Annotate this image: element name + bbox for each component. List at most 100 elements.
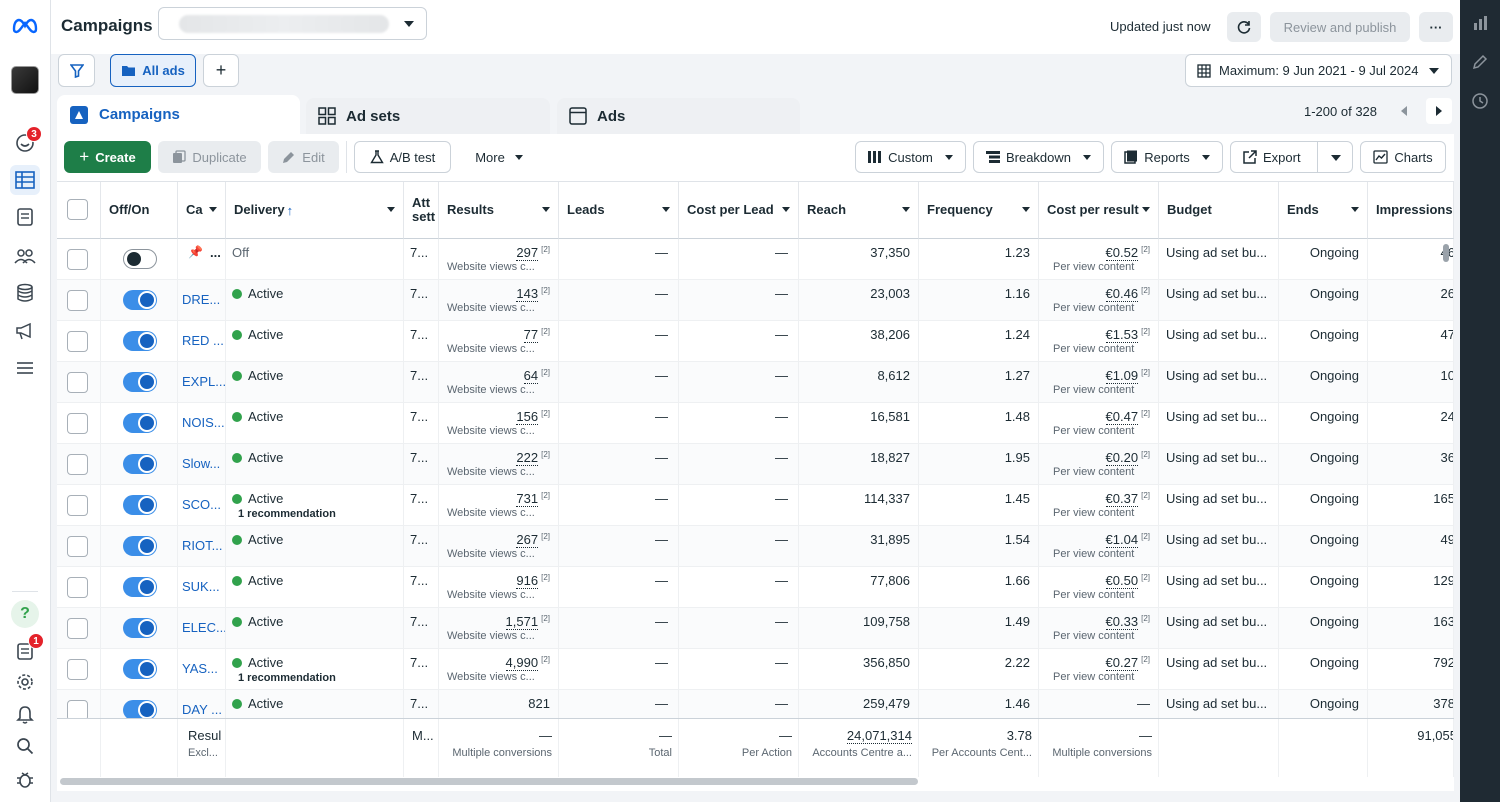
cost-per-result-number[interactable]: €0.33 [1105,614,1139,631]
row-checkbox[interactable] [67,372,88,393]
ab-test-button[interactable]: A/B test [354,141,451,173]
create-button[interactable]: + Create [64,141,151,173]
campaign-toggle[interactable] [123,659,157,679]
table-row[interactable]: DRE... Active 7... 143 [2] Website views c...… [57,280,1454,321]
settings-gear-icon[interactable] [10,667,40,697]
campaign-toggle[interactable] [123,331,157,351]
history-clock-icon[interactable] [1471,92,1489,110]
campaign-name-link[interactable]: RED ... [182,333,224,348]
reports-button[interactable]: Reports [1111,141,1223,173]
cost-per-result-number[interactable]: €0.46 [1105,286,1139,303]
results-number[interactable]: 4,990 [505,655,539,672]
results-number[interactable]: 731 [516,491,539,508]
table-row[interactable]: RED ... Active 7... 77 [2] Website views c...… [57,321,1454,362]
bell-icon[interactable] [10,699,40,729]
results-number[interactable]: 77 [523,327,539,344]
meta-logo-icon[interactable] [10,11,40,41]
ads-manager-megaphone-icon[interactable] [10,316,40,346]
column-header-attribution-setting[interactable]: Att sett [404,182,439,239]
refresh-button[interactable] [1227,12,1261,42]
cost-per-result-number[interactable]: €0.47 [1105,409,1139,426]
campaign-name-link[interactable]: ELEC... [182,620,226,635]
campaign-name-link[interactable]: YAS... [182,661,218,676]
campaign-toggle[interactable] [123,372,157,392]
campaign-toggle[interactable] [123,536,157,556]
vertical-scrollbar[interactable] [1443,244,1449,262]
add-view-button[interactable]: + [203,54,239,87]
campaign-name-link[interactable]: Slow... [182,456,221,471]
row-checkbox[interactable] [67,659,88,680]
results-number[interactable]: 64 [523,368,539,385]
campaign-toggle[interactable] [123,249,157,269]
cost-per-result-number[interactable]: €1.04 [1105,532,1139,549]
results-number[interactable]: 1,571 [505,614,539,631]
row-checkbox[interactable] [67,495,88,516]
help-icon[interactable]: ? [10,599,40,629]
filter-button[interactable] [58,54,95,87]
results-number[interactable]: 821 [528,696,550,711]
column-header-leads[interactable]: Leads [559,182,679,239]
more-actions-button[interactable]: More [460,141,538,173]
column-header-cost-per-result[interactable]: Cost per result [1039,182,1159,239]
row-checkbox[interactable] [67,454,88,475]
column-header-reach[interactable]: Reach [799,182,919,239]
column-header-delivery[interactable]: Delivery ↑ [226,182,404,239]
table-row[interactable]: 📌... Off 7... 297 [2] Website views c... — —37,… [57,239,1454,280]
select-all-checkbox[interactable] [67,199,88,220]
campaign-name-link[interactable]: SUK... [182,579,220,594]
campaign-name-link[interactable]: DRE... [182,292,221,307]
table-row[interactable]: EXPL... Active 7... 64 [2] Website views c...… [57,362,1454,403]
cost-per-result-number[interactable]: €0.37 [1105,491,1139,508]
table-row[interactable]: Slow... Active 7... 222 [2] Website views c..… [57,444,1454,485]
columns-custom-button[interactable]: Custom [855,141,966,173]
export-button[interactable]: Export [1230,141,1353,173]
date-range-picker[interactable]: Maximum: 9 Jun 2021 - 9 Jul 2024 [1185,54,1452,87]
campaigns-table-icon[interactable] [10,165,40,195]
alerts-icon[interactable]: 1 [10,633,44,666]
column-header-cost-per-lead[interactable]: Cost per Lead [679,182,799,239]
all-tools-menu-icon[interactable] [10,353,40,383]
review-and-publish-button[interactable]: Review and publish [1270,12,1410,42]
pages-icon[interactable] [10,202,40,232]
tab-ads[interactable]: Ads [557,98,800,134]
cost-per-result-number[interactable]: €0.52 [1105,245,1139,262]
campaign-toggle[interactable] [123,577,157,597]
edit-button[interactable]: Edit [268,141,339,173]
billing-icon[interactable] [10,278,40,308]
column-header-frequency[interactable]: Frequency [919,182,1039,239]
all-ads-filter-button[interactable]: All ads [110,54,196,87]
table-row[interactable]: NOIS... Active 7... 156 [2] Website views c..… [57,403,1454,444]
table-row[interactable]: SCO... Active 1 recommendation 7... 731 [2] We… [57,485,1454,526]
cost-per-result-number[interactable]: €1.09 [1105,368,1139,385]
cost-per-result-number[interactable]: €0.27 [1105,655,1139,672]
account-avatar[interactable] [10,65,40,95]
previous-page-icon[interactable] [1393,98,1417,124]
row-more-icon[interactable]: ... [210,245,221,260]
export-options-chevron-icon[interactable] [1331,155,1341,161]
table-row[interactable]: SUK... Active 7... 916 [2] Website views c...… [57,567,1454,608]
cost-per-result-number[interactable]: €0.50 [1105,573,1139,590]
results-number[interactable]: 222 [516,450,539,467]
column-header-campaign-name[interactable]: Ca [178,182,226,239]
results-number[interactable]: 156 [516,409,539,426]
results-number[interactable]: 916 [516,573,539,590]
cost-per-result-number[interactable]: €0.20 [1105,450,1139,467]
campaign-toggle[interactable] [123,413,157,433]
row-checkbox[interactable] [67,249,88,270]
table-row[interactable]: YAS... Active 1 recommendation 7... 4,990 [2]… [57,649,1454,690]
account-selector[interactable] [158,7,427,40]
edit-pencil-icon[interactable] [1471,53,1489,71]
campaign-name-link[interactable]: NOIS... [182,415,225,430]
audiences-icon[interactable] [10,241,40,271]
row-checkbox[interactable] [67,577,88,598]
row-checkbox[interactable] [67,331,88,352]
table-row[interactable]: RIOT... Active 7... 267 [2] Website views c..… [57,526,1454,567]
breakdown-button[interactable]: Breakdown [973,141,1104,173]
notifications-icon[interactable]: 3 [10,126,42,158]
tab-campaigns[interactable]: Campaigns [57,95,300,134]
more-options-button[interactable]: ··· [1419,12,1453,42]
cost-per-result-number[interactable]: — [1137,696,1150,711]
column-header-off-on[interactable]: Off/On [101,182,178,239]
row-checkbox[interactable] [67,536,88,557]
results-number[interactable]: 297 [516,245,539,262]
